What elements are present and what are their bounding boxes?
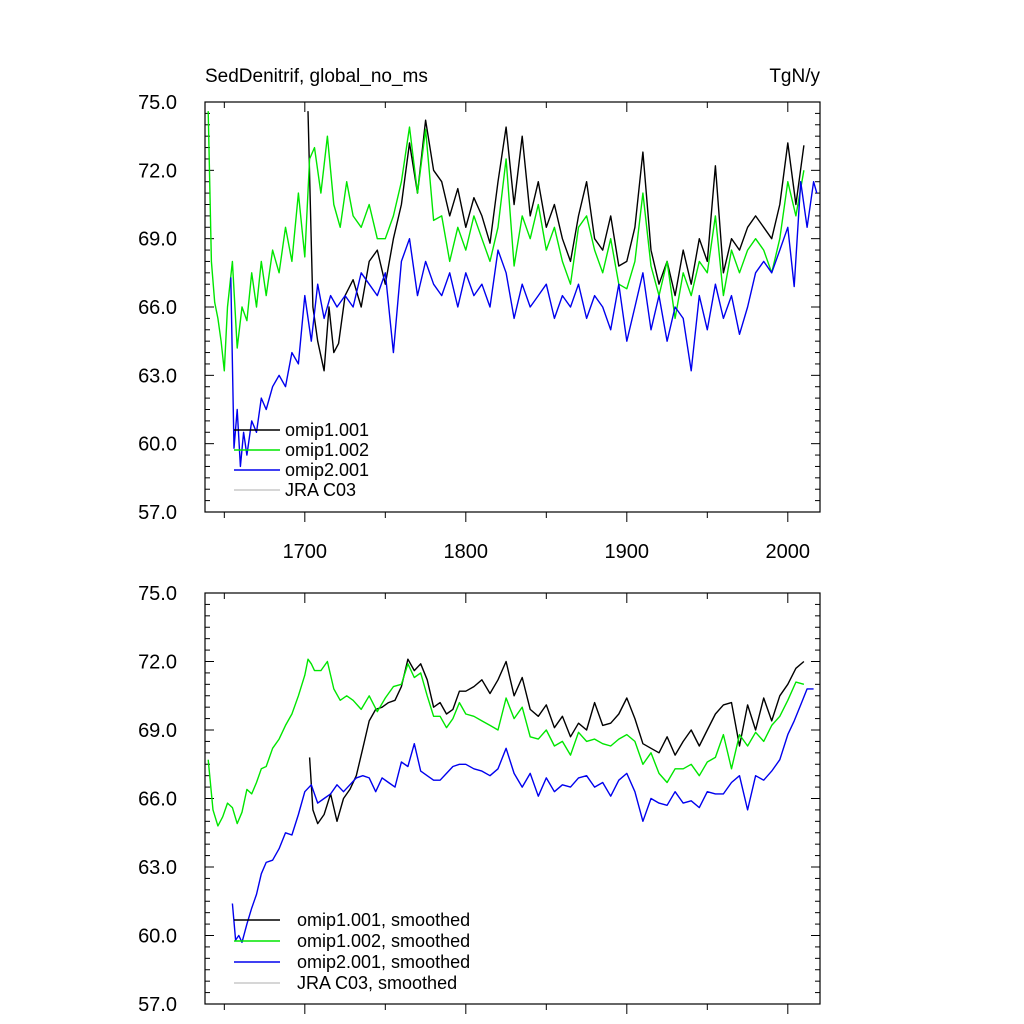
legend-label: omip1.002	[285, 440, 369, 460]
legend-item: JRA C03	[234, 480, 356, 500]
x-tick-label: 2000	[766, 541, 811, 563]
legend-label: omip2.001, smoothed	[297, 952, 470, 972]
y-tick-label: 63.0	[138, 857, 177, 879]
legend-label: omip1.001	[285, 420, 369, 440]
y-tick-label: 69.0	[138, 720, 177, 742]
series-line-omip1-001-smoothed	[308, 658, 805, 825]
legend-item: omip2.001, smoothed	[234, 952, 470, 972]
y-tick-label: 75.0	[138, 92, 177, 114]
series-line-omip1-001	[307, 111, 805, 372]
legend-item: omip2.001	[234, 460, 369, 480]
y-tick-label: 57.0	[138, 502, 177, 524]
y-tick-label: 60.0	[138, 434, 177, 456]
series-line-omip1-002-smoothed	[207, 658, 805, 827]
y-tick-label: 63.0	[138, 365, 177, 387]
legend-label: omip2.001	[285, 460, 369, 480]
series-line-omip2-001-smoothed	[231, 688, 814, 943]
series-line-omip1-002	[207, 111, 805, 372]
legend-item: omip1.001, smoothed	[234, 910, 470, 930]
x-tick-label: 1900	[605, 541, 650, 563]
y-tick-label: 57.0	[138, 994, 177, 1016]
x-tick-label: 1800	[444, 541, 489, 563]
legend-item: omip1.002	[234, 440, 369, 460]
units-label: TgN/y	[769, 66, 820, 87]
y-tick-label: 72.0	[138, 652, 177, 674]
legend-label: omip1.001, smoothed	[297, 910, 470, 930]
y-tick-label: 66.0	[138, 789, 177, 811]
legend-label: JRA C03, smoothed	[297, 973, 457, 993]
legend-item: JRA C03, smoothed	[234, 973, 457, 993]
legend-item: omip1.002, smoothed	[234, 931, 470, 951]
x-tick-label: 1700	[283, 541, 328, 563]
chart-panel-2: 57.0 60.0 63.0 66.0 69.0 72.0 75.0 omip1.001, s…	[138, 583, 821, 1016]
plot-title: SedDenitrif, global_no_ms	[205, 66, 428, 87]
y-tick-label: 69.0	[138, 229, 177, 251]
y-tick-label: 66.0	[138, 297, 177, 319]
chart-panel-1: SedDenitrif, global_no_ms TgN/y 57.0 60.0 63…	[138, 66, 821, 563]
legend-item: omip1.001	[234, 420, 369, 440]
y-tick-label: 75.0	[138, 583, 177, 605]
y-tick-label: 60.0	[138, 926, 177, 948]
legend-label: JRA C03	[285, 480, 356, 500]
legend-label: omip1.002, smoothed	[297, 931, 470, 951]
series-line-omip2-001	[230, 180, 818, 468]
y-tick-label: 72.0	[138, 160, 177, 182]
